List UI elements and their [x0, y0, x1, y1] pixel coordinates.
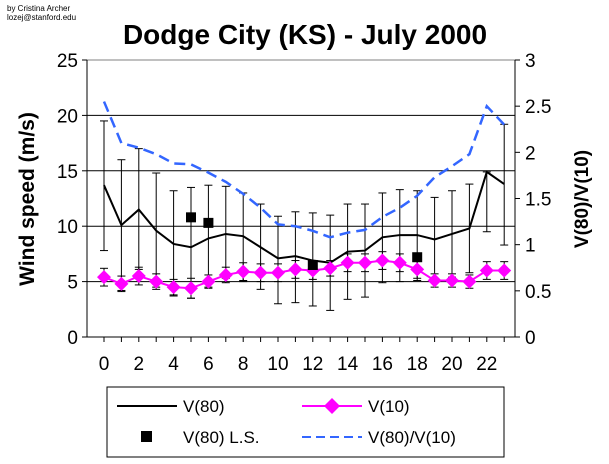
x-tick-label: 18 — [407, 354, 428, 375]
y-tick-label: 25 — [57, 51, 78, 72]
x-tick-label: 4 — [168, 354, 179, 375]
marker-v10 — [288, 262, 303, 277]
author-credit-name: by Cristina Archer — [7, 4, 71, 13]
x-tick-label: 10 — [267, 354, 288, 375]
marker-v10 — [410, 262, 425, 277]
x-tick-label: 20 — [441, 354, 462, 375]
y2-tick-label: 1 — [525, 236, 536, 257]
y-tick-label: 10 — [57, 217, 78, 238]
x-tick-label: 22 — [476, 354, 497, 375]
legend-swatch-v80-ls — [141, 431, 152, 442]
series-line-v80 — [103, 170, 505, 264]
marker-v10 — [479, 263, 494, 278]
marker-v10 — [427, 273, 442, 288]
x-tick-label: 0 — [99, 354, 110, 375]
series-line-v10 — [103, 259, 505, 290]
x-tick-label: 12 — [302, 354, 323, 375]
marker-v10 — [149, 274, 164, 289]
legend-box — [106, 386, 505, 458]
y2-tick-label: 2 — [525, 143, 536, 164]
legend-label-v10: V(10) — [368, 397, 410, 416]
y-tick-label: 5 — [67, 273, 78, 294]
legend-label-v80-ls: V(80) L.S. — [183, 428, 260, 447]
marker-v10 — [271, 265, 285, 280]
marker-v80-ls — [203, 217, 214, 228]
marker-v10 — [184, 281, 198, 296]
y2-tick-label: 2.5 — [525, 97, 551, 118]
y-tick-label: 0 — [67, 328, 78, 349]
x-tick-label: 2 — [134, 354, 145, 375]
marker-v10 — [166, 280, 181, 295]
marker-v10 — [236, 264, 251, 279]
y-tick-label: 20 — [57, 106, 78, 127]
marker-v10 — [114, 276, 129, 291]
marker-v10 — [97, 270, 111, 285]
x-tick-label: 16 — [372, 354, 393, 375]
marker-v80-ls — [307, 259, 318, 270]
x-tick-label: 14 — [337, 354, 359, 375]
marker-v10 — [340, 255, 355, 270]
marker-v10 — [201, 274, 216, 289]
series — [97, 101, 512, 296]
marker-v10 — [253, 265, 268, 280]
legend: V(80) V(10) V(80) L.S. V(80)/V(10) — [106, 386, 505, 458]
x-tick-label: 8 — [238, 354, 249, 375]
marker-v10 — [358, 255, 372, 270]
y-axis-label: Wind speed (m/s) — [16, 112, 39, 286]
plot-area — [86, 59, 516, 338]
author-credit-email: lozej@stanford.edu — [7, 13, 77, 22]
y2-tick-label: 1.5 — [525, 190, 551, 211]
series-line-ratio — [102, 101, 506, 239]
marker-v10 — [323, 261, 338, 276]
y-tick-label: 15 — [57, 162, 78, 183]
y2-tick-label: 3 — [525, 51, 536, 72]
chart-title: Dodge City (KS) - July 2000 — [123, 19, 487, 50]
axes: 0 5 10 15 20 25 0 0.5 1 1.5 2 2.5 3 0 2 4 6 8 10 12 14 16 18 20… — [57, 51, 552, 375]
y2-tick-label: 0 — [525, 328, 536, 349]
legend-label-v80: V(80) — [183, 397, 225, 416]
marker-v10 — [445, 273, 459, 288]
marker-v10 — [131, 269, 146, 284]
legend-label-ratio: V(80)/V(10) — [368, 428, 456, 447]
x-tick-label: 6 — [203, 354, 214, 375]
y2-tick-label: 0.5 — [525, 282, 551, 303]
marker-v80-ls — [186, 212, 196, 223]
marker-v10 — [462, 274, 477, 289]
marker-v10 — [218, 267, 233, 282]
legend-swatch-v10-marker — [324, 398, 340, 414]
marker-v10 — [375, 253, 390, 268]
marker-v10 — [497, 263, 512, 278]
marker-v10 — [392, 255, 407, 270]
y2-axis-label: V(80)/V(10) — [572, 150, 593, 248]
marker-v80-ls — [412, 252, 423, 263]
